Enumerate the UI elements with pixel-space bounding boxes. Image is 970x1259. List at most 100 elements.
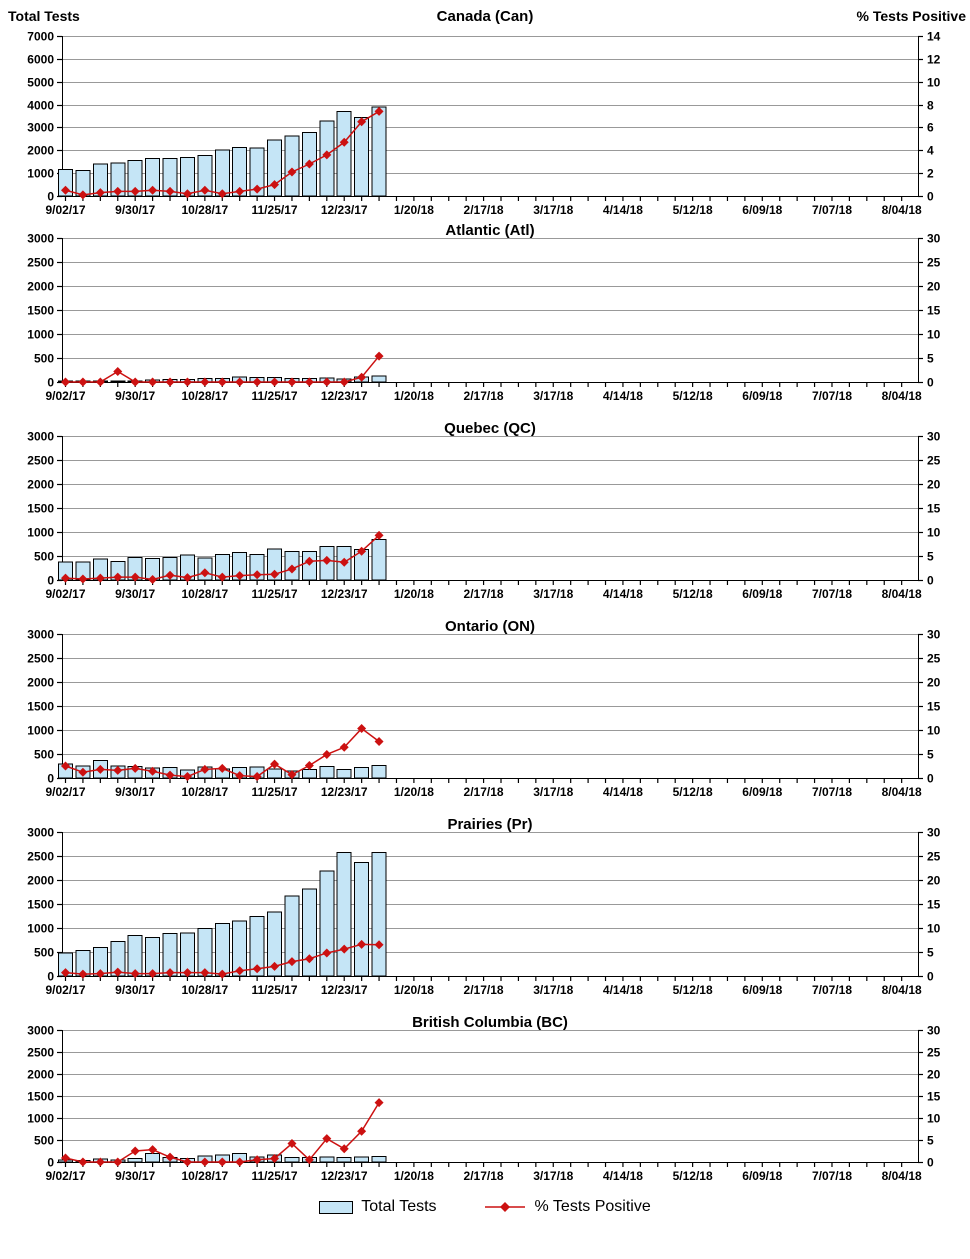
right-axis-label: 14: [927, 30, 941, 44]
x-axis-label: 9/30/17: [115, 983, 155, 997]
x-axis-label: 8/04/18: [882, 983, 922, 997]
data-point-marker: [252, 184, 262, 194]
right-axis-label: 0: [927, 574, 934, 588]
data-point-marker: [270, 1153, 280, 1163]
right-axis-label: 4: [927, 144, 934, 158]
x-axis-label: 5/12/18: [673, 785, 713, 799]
data-point-marker: [374, 1098, 384, 1108]
right-axis-label: 25: [927, 1046, 941, 1060]
total-tests-bar: [336, 852, 352, 977]
data-point-marker: [270, 180, 280, 190]
x-axis-label: 12/23/17: [321, 389, 368, 403]
data-point-marker: [357, 546, 367, 556]
charts-container: 0 0 1000 2 2000 4 3000 6 4000 8 5000 10 6000 12 7000 14…: [0, 28, 970, 1188]
total-tests-bar: [284, 895, 300, 977]
total-tests-bar: [336, 110, 352, 197]
right-axis-label: 12: [927, 53, 941, 67]
right-axis-label: 5: [927, 1134, 934, 1148]
data-point-marker: [130, 763, 140, 773]
data-point-marker: [235, 186, 245, 196]
x-axis-label: 5/12/18: [673, 203, 713, 217]
right-axis-label: 10: [927, 76, 941, 90]
left-axis-label: 1000: [27, 526, 54, 540]
data-point-marker: [78, 767, 88, 777]
data-point-marker: [374, 106, 384, 116]
x-axis-label: 2/17/18: [464, 1169, 504, 1183]
left-axis-label: 2500: [27, 256, 54, 270]
data-point-marker: [182, 1157, 192, 1167]
x-axis-label: 6/09/18: [742, 389, 782, 403]
x-axis-label: 5/12/18: [673, 389, 713, 403]
x-axis-label: 11/25/17: [252, 587, 298, 601]
x-axis-label: 12/23/17: [321, 587, 368, 601]
legend-line-swatch-icon: [484, 1202, 525, 1212]
data-point-marker: [148, 185, 158, 195]
x-axis-label: 9/30/17: [115, 1169, 155, 1183]
x-axis-label: 2/17/18: [464, 587, 504, 601]
data-point-marker: [357, 724, 367, 734]
x-axis-label: 1/20/18: [394, 587, 434, 601]
x-axis-label: 8/04/18: [882, 1169, 922, 1183]
x-axis-label: 2/17/18: [464, 983, 504, 997]
total-tests-bar: [371, 375, 387, 383]
chart-canada: 0 0 1000 2 2000 4 3000 6 4000 8 5000 10 6000 12 7000 14…: [27, 30, 941, 218]
right-axis-label: 25: [927, 850, 941, 864]
data-point-marker: [322, 749, 332, 759]
x-axis-label: 3/17/18: [533, 785, 573, 799]
left-axis-label: 3000: [27, 826, 54, 840]
right-axis-label: 2: [927, 167, 934, 181]
right-axis-label: 25: [927, 652, 941, 666]
x-axis-label: 10/28/17: [182, 785, 229, 799]
right-axis-label: 5: [927, 352, 934, 366]
total-tests-bar: [232, 920, 248, 977]
total-tests-bar: [127, 1158, 143, 1163]
x-axis-label: 11/25/17: [252, 203, 298, 217]
data-point-marker: [61, 377, 70, 387]
left-axis-label: 1000: [27, 328, 54, 342]
right-axis-label: 10: [927, 1112, 941, 1126]
right-axis-label: 20: [927, 1068, 941, 1082]
total-tests-bar: [145, 158, 161, 197]
total-tests-bar: [371, 852, 387, 977]
data-point-marker: [95, 573, 105, 583]
chart-british-columbia: British Columbia (BC) 0 0 500 5 1000 10 1500 15 2…: [27, 1014, 941, 1183]
left-axis-label: 500: [34, 748, 54, 762]
data-point-marker: [357, 372, 367, 382]
total-tests-bar: [214, 923, 230, 977]
right-axis-label: 10: [927, 922, 941, 936]
right-axis-label: 20: [927, 478, 941, 492]
x-axis-label: 1/20/18: [394, 389, 434, 403]
x-axis-label: 6/09/18: [742, 983, 782, 997]
data-point-marker: [165, 570, 175, 580]
legend-bar-swatch-icon: [319, 1200, 354, 1214]
left-axis-label: 3000: [27, 628, 54, 642]
data-point-marker: [339, 377, 349, 387]
right-axis-label: 15: [927, 898, 941, 912]
x-axis-label: 10/28/17: [182, 983, 229, 997]
right-axis-label: 15: [927, 502, 941, 516]
x-axis-label: 4/14/18: [603, 785, 643, 799]
total-tests-bar: [371, 539, 387, 581]
data-point-marker: [95, 188, 105, 198]
total-tests-bar: [319, 765, 335, 779]
chart-title: British Columbia (BC): [412, 1014, 568, 1031]
data-point-marker: [113, 572, 123, 582]
right-axis-label: 0: [927, 772, 934, 786]
x-axis-label: 4/14/18: [603, 203, 643, 217]
data-point-marker: [304, 761, 314, 771]
data-point-marker: [374, 737, 384, 747]
x-axis-label: 9/30/17: [115, 389, 155, 403]
total-tests-bar: [162, 157, 178, 197]
x-axis-label: 3/17/18: [533, 587, 573, 601]
data-point-marker: [252, 570, 262, 580]
left-axis-label: 0: [47, 190, 54, 204]
data-point-marker: [113, 967, 123, 977]
data-point-marker: [182, 573, 192, 583]
data-point-marker: [339, 557, 349, 567]
data-point-marker: [200, 185, 210, 195]
total-tests-bar: [284, 1157, 300, 1163]
right-axis-label: 0: [927, 1156, 934, 1170]
total-tests-bar: [214, 149, 230, 197]
right-axis-label: 15: [927, 1090, 941, 1104]
x-axis-label: 6/09/18: [742, 203, 782, 217]
